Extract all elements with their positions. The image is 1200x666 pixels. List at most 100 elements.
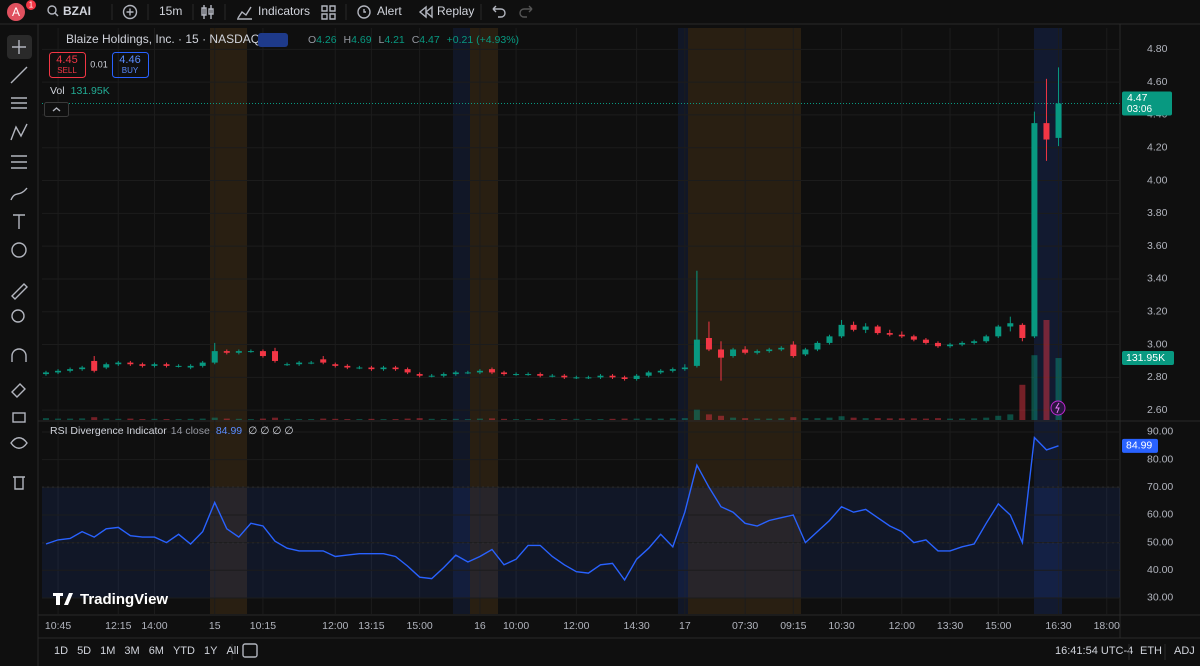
fib-tool[interactable]	[11, 97, 27, 109]
volume-bar	[766, 418, 773, 420]
buy-button[interactable]	[112, 52, 149, 78]
sell-label[interactable]: SELL	[57, 66, 77, 75]
compare-icon[interactable]	[122, 4, 138, 20]
lock-tool[interactable]	[12, 412, 26, 423]
volume-bar	[838, 416, 845, 420]
text-tool[interactable]	[13, 214, 25, 229]
volume-bar	[778, 418, 785, 420]
volume-bar	[392, 419, 399, 420]
lock-draw-tool[interactable]	[11, 383, 26, 398]
session-band	[688, 28, 801, 614]
x-tick-label: 12:00	[322, 620, 348, 632]
volume-bar	[452, 418, 459, 420]
redo-icon[interactable]	[519, 5, 533, 18]
alert-icon[interactable]	[357, 5, 371, 19]
layouts-icon[interactable]	[321, 5, 336, 20]
volume-bar	[730, 417, 737, 420]
undo-icon[interactable]	[492, 5, 506, 18]
avatar-letter[interactable]: A	[12, 5, 20, 19]
replay-icon[interactable]	[418, 5, 433, 19]
x-tick-label: 14:00	[141, 620, 167, 632]
x-tick-label: 17	[679, 620, 691, 632]
sell-button[interactable]	[49, 52, 86, 78]
trash-tool[interactable]	[13, 476, 25, 490]
range-button[interactable]: 3M	[124, 645, 139, 657]
badge-count: 1	[29, 1, 34, 10]
pattern-tool[interactable]	[10, 123, 28, 141]
y-tick-label: 4.80	[1147, 43, 1168, 55]
x-tick-label: 14:30	[623, 620, 649, 632]
volume-bar	[440, 419, 447, 420]
collapse-icon[interactable]	[52, 107, 61, 112]
volume-name: Vol	[50, 85, 65, 97]
bar-countdown: 03:06	[1127, 104, 1152, 115]
volume-bar	[199, 418, 206, 420]
volume-bar	[79, 418, 86, 420]
candle-body	[344, 365, 351, 368]
icon-tool[interactable]	[11, 242, 27, 258]
volume-bar	[344, 419, 351, 420]
zoom-tool[interactable]	[11, 309, 25, 323]
volume-bar	[67, 418, 74, 420]
adj-toggle[interactable]: ADJ	[1174, 645, 1195, 657]
brush-tool[interactable]	[10, 187, 28, 201]
collapse-button[interactable]	[44, 102, 69, 117]
range-button[interactable]: All	[226, 645, 238, 657]
volume-bar	[91, 417, 98, 420]
x-tick-label: 16	[474, 620, 486, 632]
sell-price[interactable]: 4.45	[56, 54, 77, 66]
goto-date-icon[interactable]	[242, 643, 258, 658]
alert-icon[interactable]	[363, 9, 366, 13]
buy-price[interactable]: 4.46	[119, 54, 140, 66]
avatar[interactable]	[7, 3, 25, 21]
chart-type-icon[interactable]	[201, 5, 214, 19]
watermark-logo	[53, 593, 73, 605]
eth-toggle[interactable]: ETH	[1140, 645, 1162, 657]
range-button[interactable]: 1M	[100, 645, 115, 657]
volume-bar	[657, 418, 664, 420]
compare-icon[interactable]	[126, 8, 134, 16]
trendline-tool[interactable]	[10, 66, 28, 84]
x-tick-label: 10:00	[503, 620, 529, 632]
x-tick-label: 12:00	[563, 620, 589, 632]
symbol[interactable]: BZAI	[63, 4, 91, 18]
replay-button[interactable]: Replay	[437, 4, 474, 18]
x-tick-label: 12:00	[889, 620, 915, 632]
indicators-button[interactable]: Indicators	[258, 4, 310, 18]
volume-bar	[597, 419, 604, 420]
candle-body	[272, 351, 279, 361]
candle-body	[175, 365, 182, 367]
volume-bar	[1031, 355, 1038, 420]
volume-bar	[513, 419, 520, 420]
range-button[interactable]: YTD	[173, 645, 195, 657]
buy-label[interactable]: BUY	[122, 66, 139, 75]
range-button[interactable]: 5D	[77, 645, 91, 657]
candle-body	[971, 341, 978, 343]
range-button[interactable]: 6M	[149, 645, 164, 657]
volume-bar	[1043, 320, 1050, 420]
magnet-tool[interactable]	[11, 348, 27, 362]
candle-body	[368, 367, 375, 370]
candle-body	[235, 351, 242, 353]
search-icon[interactable]	[54, 12, 59, 17]
measure-tool[interactable]	[11, 283, 28, 300]
indicators-icon[interactable]	[237, 6, 252, 20]
change: +0.21 (+4.93%)	[447, 34, 519, 46]
range-button[interactable]: 1D	[54, 645, 68, 657]
volume-bar	[428, 418, 435, 420]
x-tick-label: 10:45	[45, 620, 71, 632]
watermark: TradingView	[53, 591, 168, 608]
event-icon[interactable]	[1055, 402, 1060, 414]
projection-tool[interactable]	[11, 155, 27, 169]
session-band	[453, 28, 470, 614]
range-button[interactable]: 1Y	[204, 645, 218, 657]
volume-bar	[404, 418, 411, 420]
alert-button[interactable]: Alert	[377, 4, 402, 18]
crosshair-tool[interactable]	[12, 40, 26, 54]
visibility-tool[interactable]	[10, 437, 28, 449]
candle-body	[814, 342, 821, 350]
search-icon[interactable]	[47, 5, 57, 15]
candle-body	[754, 351, 761, 353]
interval[interactable]: 15m	[159, 4, 182, 18]
